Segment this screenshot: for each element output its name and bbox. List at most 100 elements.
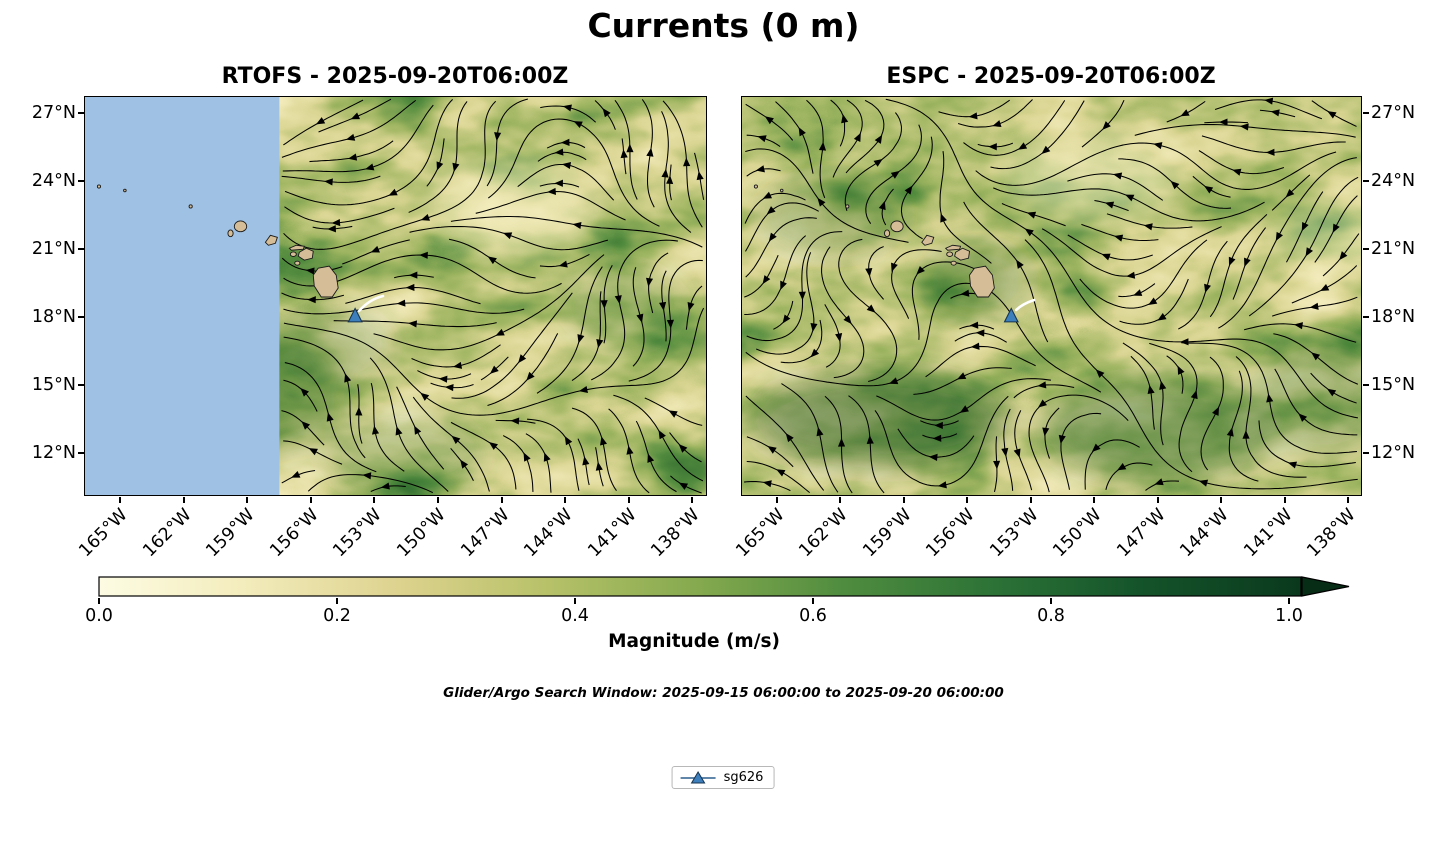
colorbar-tick [98,598,100,604]
no-data-region [85,97,280,495]
lon-tick [1220,497,1222,503]
lon-tick-label: 156°W [265,505,323,562]
lat-tick-label: 15°N [1371,375,1416,395]
lon-tick [1157,497,1159,503]
map-panel-espc [741,96,1362,496]
lat-tick-label: 21°N [1371,239,1416,259]
hawaiian-islands [753,184,995,298]
lat-tick-label: 12°N [31,443,76,463]
lon-tick-label: 159°W [201,505,259,562]
lat-tick [78,180,84,182]
colorbar-extend-arrow [1301,576,1350,597]
lon-tick [839,497,841,503]
streamline-arrowheads [291,104,704,490]
hawaiian-islands [96,184,339,298]
glider-marker-icon [1003,307,1019,323]
lon-tick-label: 141°W [1239,505,1297,562]
lon-tick [628,497,630,503]
colorbar [98,576,1350,597]
lat-tick [1363,112,1369,114]
lat-tick [78,316,84,318]
lat-tick [78,384,84,386]
colorbar-tick-label: 0.4 [561,606,589,626]
lon-tick [246,497,248,503]
lat-tick-label: 18°N [1371,307,1416,327]
lon-tick-label: 162°W [794,505,852,562]
lon-tick [1030,497,1032,503]
colorbar-tick [574,598,576,604]
lon-tick-label: 162°W [138,505,196,562]
lon-tick-label: 153°W [985,505,1043,562]
lon-tick-label: 150°W [392,505,450,562]
glider-track [1014,298,1036,312]
lat-tick-label: 24°N [31,171,76,191]
lon-tick [1093,497,1095,503]
lon-tick-label: 159°W [858,505,916,562]
lon-tick-label: 156°W [921,505,979,562]
lat-tick [78,452,84,454]
lat-tick [1363,316,1369,318]
colorbar-tick-label: 1.0 [1275,606,1303,626]
lat-tick [78,112,84,114]
lat-tick-label: 27°N [31,103,76,123]
lon-tick [373,497,375,503]
lon-tick [903,497,905,503]
lon-tick [966,497,968,503]
colorbar-tick [812,598,814,604]
lon-tick [310,497,312,503]
colorbar-tick-label: 0.0 [85,606,113,626]
lat-tick [78,248,84,250]
map-espc [742,97,1361,495]
panel-title-espc: ESPC - 2025-09-20T06:00Z [886,64,1216,89]
lon-tick-label: 153°W [328,505,386,562]
colorbar-tick [1050,598,1052,604]
colorbar-tick-label: 0.6 [799,606,827,626]
lon-tick [119,497,121,503]
lon-tick [501,497,503,503]
colorbar-tick [336,598,338,604]
lon-tick-label: 147°W [456,505,514,562]
lon-tick-label: 141°W [583,505,641,562]
lat-tick [1363,180,1369,182]
map-rtofs [85,97,706,495]
lat-tick [1363,384,1369,386]
legend-marker-icon [680,771,716,784]
lon-tick-label: 138°W [1302,505,1360,562]
colorbar-tick [1288,598,1290,604]
lon-tick [564,497,566,503]
lat-tick-label: 15°N [31,375,76,395]
legend-label: sg626 [723,770,764,785]
panel-title-rtofs: RTOFS - 2025-09-20T06:00Z [221,64,569,89]
lat-tick-label: 18°N [31,307,76,327]
figure-title: Currents (0 m) [587,6,860,45]
lon-tick-label: 144°W [1175,505,1233,562]
lat-tick-label: 12°N [1371,443,1416,463]
legend-triangle-icon [690,771,706,784]
lon-tick [776,497,778,503]
glider-marker-icon [347,307,363,323]
lon-tick [1347,497,1349,503]
map-panel-rtofs [84,96,707,496]
colorbar-label: Magnitude (m/s) [608,631,780,652]
lon-tick [1284,497,1286,503]
lon-tick [437,497,439,503]
colorbar-tick-label: 0.2 [323,606,351,626]
lon-tick-label: 150°W [1048,505,1106,562]
lon-tick [183,497,185,503]
lon-tick-label: 138°W [646,505,704,562]
lon-tick-label: 147°W [1112,505,1170,562]
colorbar-gradient-bar [98,576,1302,597]
lat-tick-label: 27°N [1371,103,1416,123]
glider-track [357,294,385,313]
lat-tick-label: 24°N [1371,171,1416,191]
lon-tick [691,497,693,503]
search-window-note: Glider/Argo Search Window: 2025-09-15 06… [443,685,1004,701]
lon-tick-label: 144°W [519,505,577,562]
legend: sg626 [671,766,775,789]
lat-tick [1363,452,1369,454]
lat-tick [1363,248,1369,250]
lon-tick-label: 165°W [74,505,132,562]
lat-tick-label: 21°N [31,239,76,259]
colorbar-tick-label: 0.8 [1037,606,1065,626]
